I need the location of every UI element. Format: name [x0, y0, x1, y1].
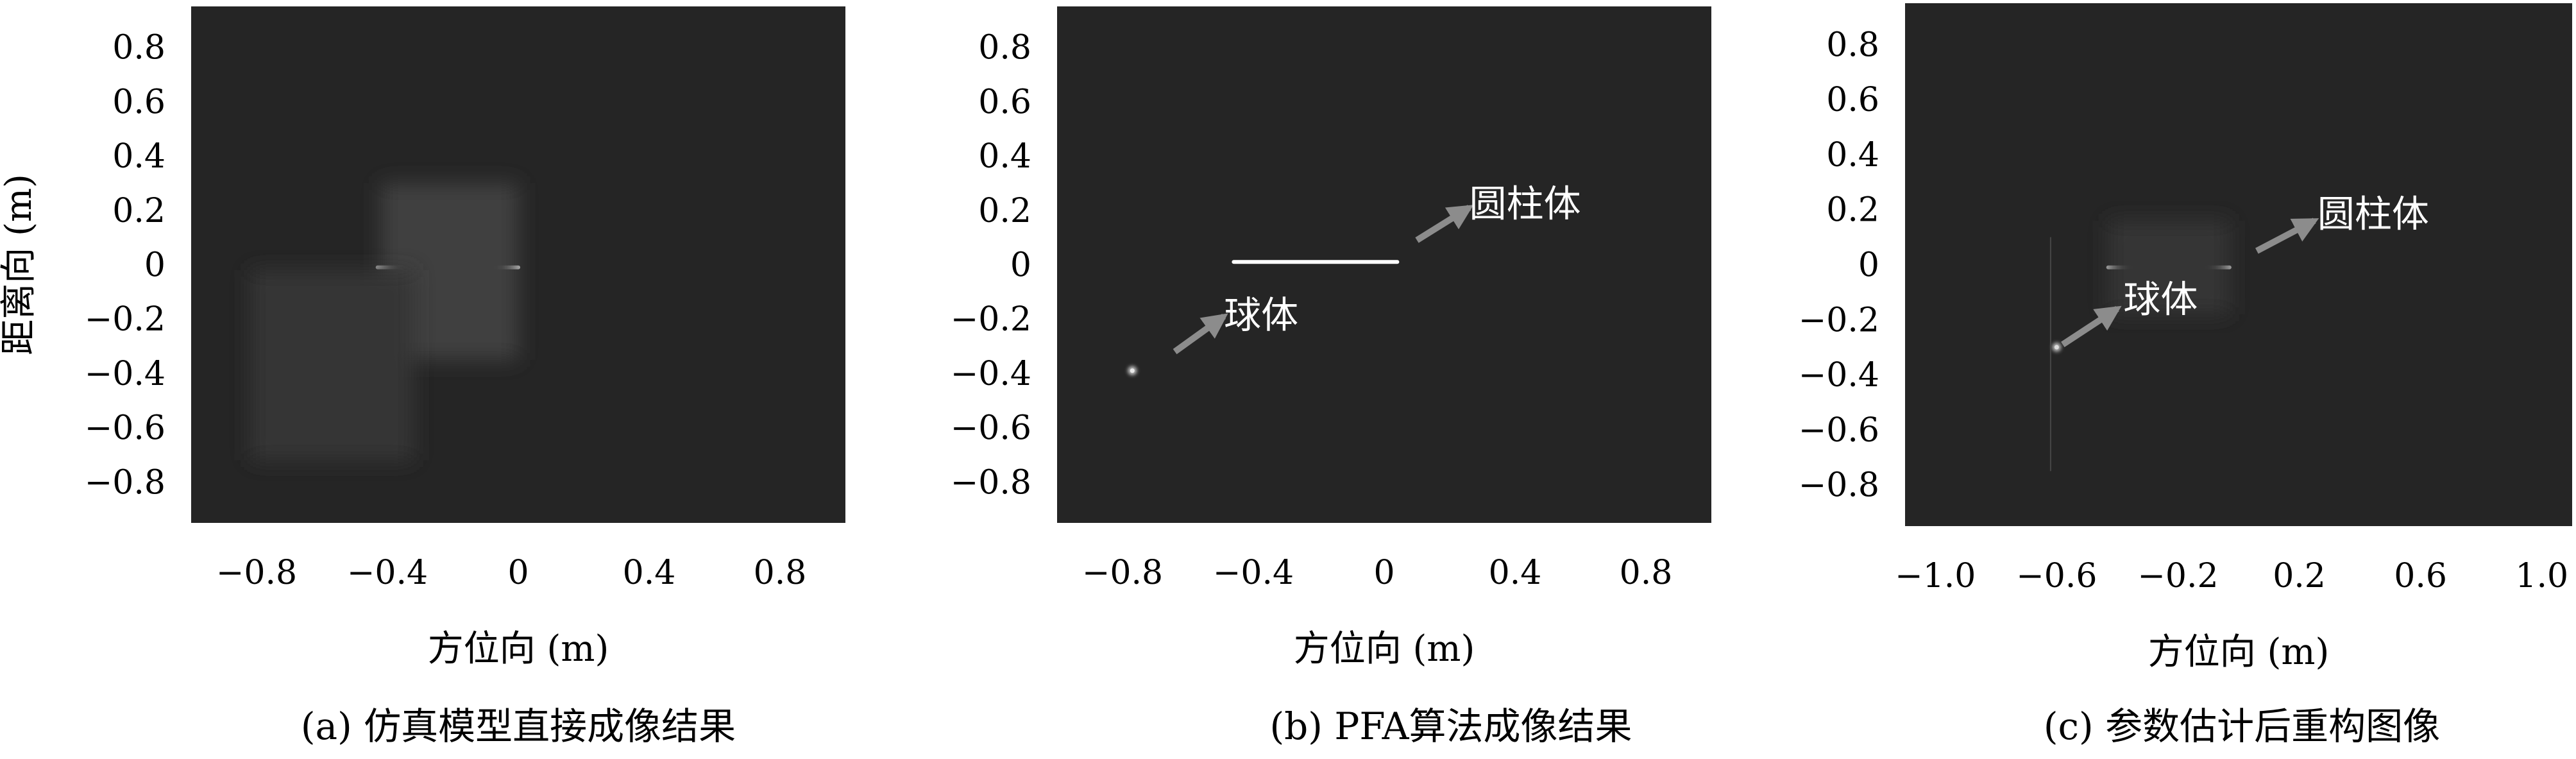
y-tick-label: −0.2 — [951, 300, 1031, 339]
y-tick-label: −0.4 — [951, 355, 1031, 393]
image-background — [1905, 3, 2572, 526]
y-tick-label: 0.8 — [1826, 26, 1879, 64]
y-tick-label: 0.6 — [1826, 81, 1879, 119]
x-tick-label: 0.4 — [1489, 554, 1542, 592]
y-tick-label: 0.2 — [978, 192, 1031, 230]
y-tick-label: −0.2 — [85, 300, 165, 339]
y-tick-label: 0.6 — [112, 83, 165, 121]
y-tick-label: 0.2 — [1826, 191, 1879, 230]
y-tick-label: −0.8 — [85, 463, 165, 502]
panel-caption: (a) 仿真模型直接成像结果 — [301, 704, 736, 748]
x-tick-label: −0.6 — [2016, 557, 2097, 595]
haze-region — [2108, 220, 2230, 314]
x-tick-label: 0.8 — [754, 554, 807, 592]
annotation-arrow — [1173, 313, 1228, 355]
y-tick-label: 0.6 — [978, 83, 1031, 121]
x-tick-label: 0 — [507, 554, 529, 592]
target-point — [1130, 368, 1135, 373]
x-axis-label: 方位向 (m) — [2148, 631, 2330, 673]
panel-1: −0.8 −0.4 0 0.4 0.8 0.8 0.6 0.4 0.2 0 −0.2 −0.4 −0.6… — [0, 6, 845, 748]
annotation-label: 圆柱体 — [2318, 192, 2429, 235]
y-tick-label: 0.8 — [112, 29, 165, 67]
panel-caption: (c) 参数估计后重构图像 — [2044, 704, 2440, 748]
annotation-label: 球体 — [2123, 277, 2198, 321]
x-axis-label: 方位向 (m) — [428, 628, 609, 670]
x-tick-label: −0.2 — [2137, 557, 2218, 595]
y-tick-label: 0 — [1858, 246, 1879, 285]
y-tick-label: 0.4 — [978, 137, 1031, 176]
y-tick-label: −0.4 — [1799, 356, 1879, 395]
y-tick-label: 0.8 — [978, 29, 1031, 67]
y-axis-label: 距离向 (m) — [0, 174, 40, 355]
x-tick-label: 0 — [1373, 554, 1394, 592]
y-tick-label: −0.6 — [85, 409, 165, 448]
x-tick-label: 0.8 — [1620, 554, 1673, 592]
x-tick-label: −0.4 — [1213, 554, 1294, 592]
y-tick-label: −0.8 — [1799, 466, 1879, 505]
x-tick-label: 0.6 — [2394, 557, 2447, 595]
x-tick-label: 0.4 — [623, 554, 676, 592]
annotation-arrow — [2255, 217, 2319, 254]
annotation-arrow — [2061, 305, 2122, 348]
x-tick-label: 1.0 — [2515, 557, 2568, 595]
y-tick-label: −0.6 — [1799, 411, 1879, 450]
x-tick-label: −0.8 — [1082, 554, 1163, 592]
y-tick-label: 0.4 — [1826, 136, 1879, 175]
y-tick-label: 0.2 — [112, 192, 165, 230]
x-tick-label: −1.0 — [1895, 557, 1976, 595]
panel-caption: (b) PFA算法成像结果 — [1270, 704, 1632, 748]
x-tick-label: 0.2 — [2273, 557, 2326, 595]
y-tick-label: −0.2 — [1799, 301, 1879, 339]
y-tick-label: −0.4 — [85, 355, 165, 393]
y-tick-label: 0 — [1010, 246, 1031, 285]
y-tick-label: −0.6 — [951, 409, 1031, 448]
y-tick-label: −0.8 — [951, 463, 1031, 502]
x-axis-label: 方位向 (m) — [1294, 628, 1475, 670]
annotation-arrow — [1415, 205, 1474, 243]
annotation-label: 球体 — [1224, 293, 1298, 337]
target-point — [2054, 345, 2059, 350]
x-tick-label: −0.8 — [216, 554, 297, 592]
haze-region — [250, 269, 414, 461]
y-tick-label: 0 — [144, 246, 165, 285]
y-tick-label: 0.4 — [112, 137, 165, 176]
annotation-label: 圆柱体 — [1470, 182, 1581, 225]
x-tick-label: −0.4 — [347, 554, 428, 592]
